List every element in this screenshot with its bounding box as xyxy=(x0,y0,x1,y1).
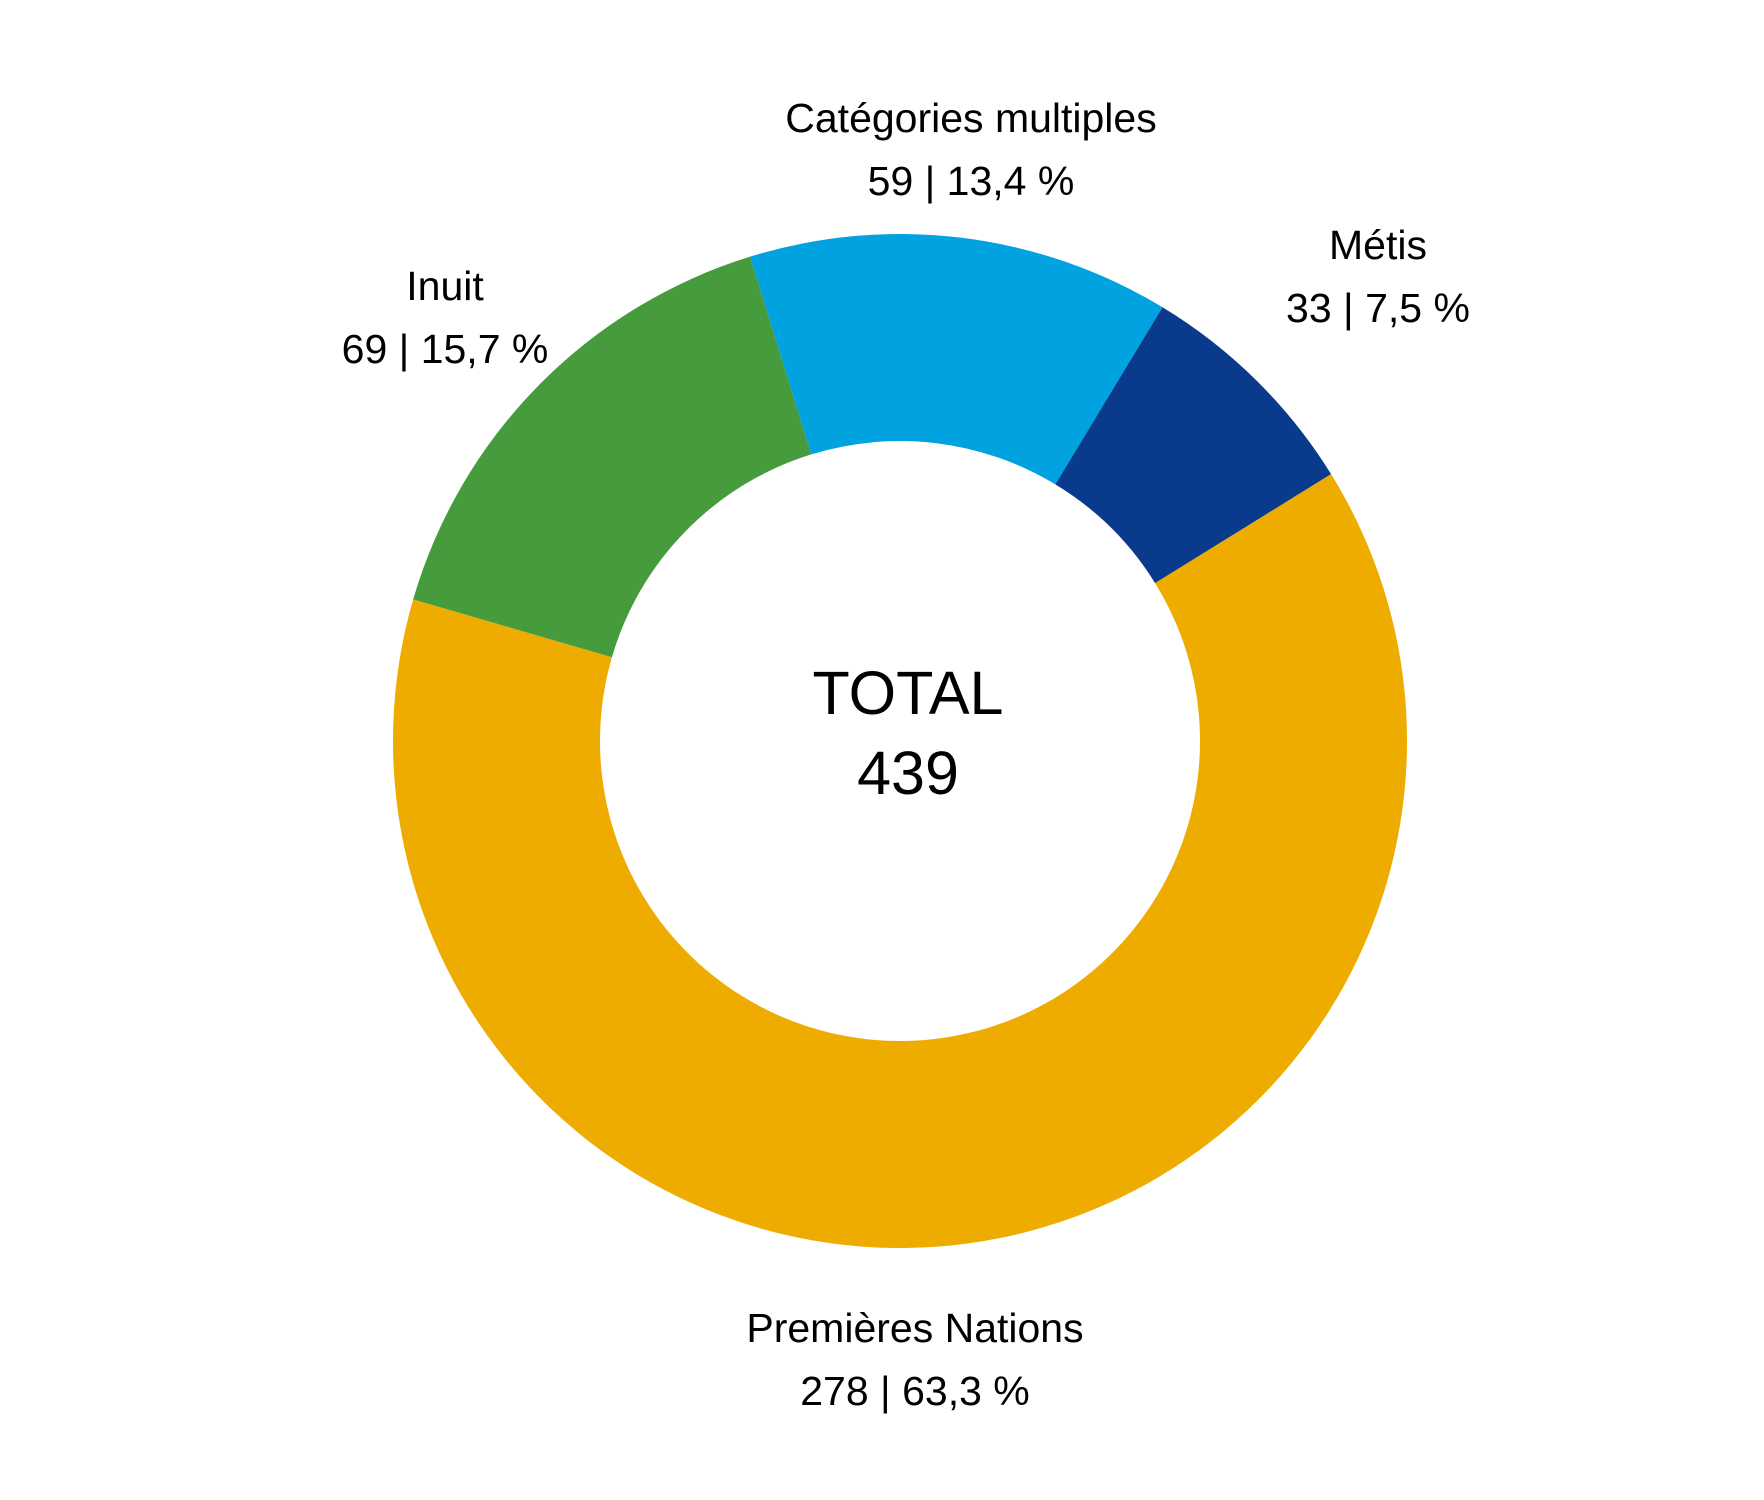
label-metis: Métis 33 | 7,5 % xyxy=(1286,214,1470,340)
label-categories-multiples-value: 59 | 13,4 % xyxy=(867,158,1075,204)
total-label: TOTAL xyxy=(812,659,1004,727)
label-inuit-value: 69 | 15,7 % xyxy=(341,326,549,372)
donut-segment-premieres-nations xyxy=(393,474,1408,1248)
label-categories-multiples: Catégories multiples 59 | 13,4 % xyxy=(785,87,1156,213)
label-categories-multiples-name: Catégories multiples xyxy=(785,95,1157,141)
label-premieres-nations-name: Premières Nations xyxy=(746,1305,1084,1351)
label-premieres-nations: Premières Nations 278 | 63,3 % xyxy=(746,1297,1083,1423)
label-metis-name: Métis xyxy=(1329,222,1427,268)
donut-segment-inuit xyxy=(413,256,812,658)
label-premieres-nations-value: 278 | 63,3 % xyxy=(800,1368,1030,1414)
label-inuit: Inuit 69 | 15,7 % xyxy=(342,255,549,381)
label-inuit-name: Inuit xyxy=(406,263,484,309)
total-value: 439 xyxy=(857,739,959,807)
label-metis-value: 33 | 7,5 % xyxy=(1286,285,1470,331)
donut-segment-categories-multiples xyxy=(750,233,1163,485)
donut-center-total: TOTAL 439 xyxy=(813,653,1004,813)
donut-segment-metis xyxy=(1055,307,1332,584)
